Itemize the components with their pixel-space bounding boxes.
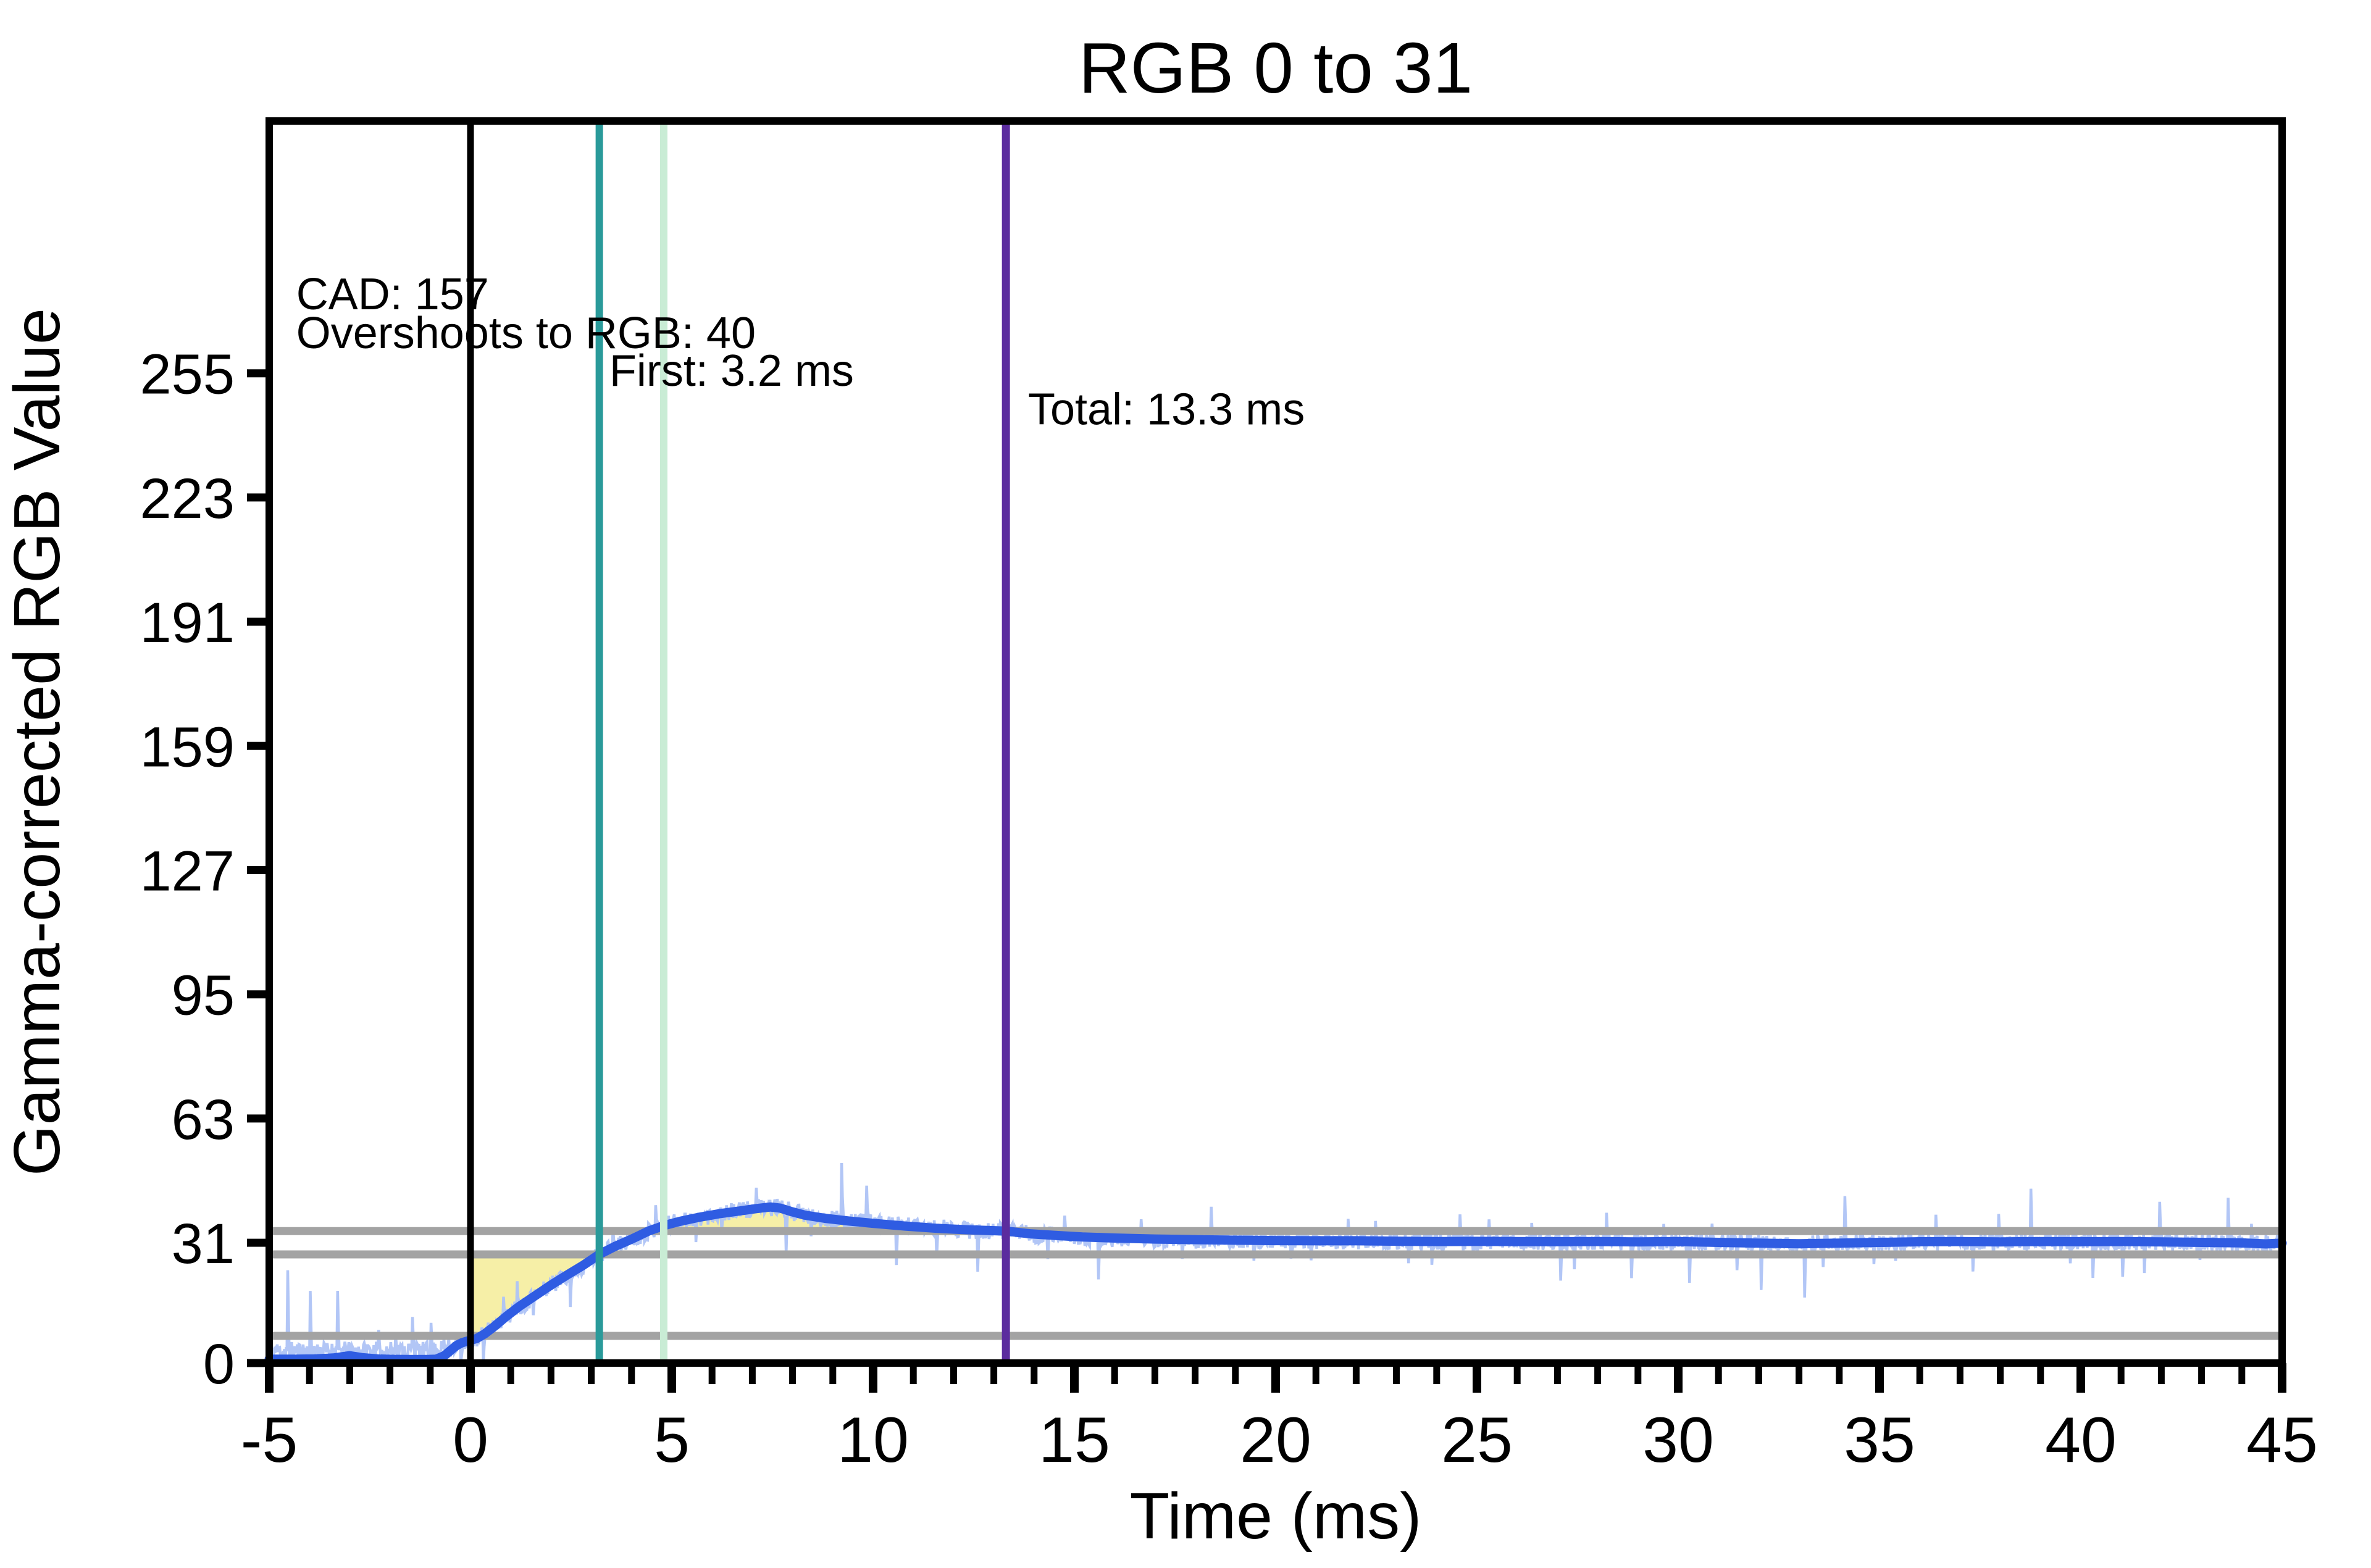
response-curve-layer xyxy=(264,1202,2287,1364)
x-tick-label: 45 xyxy=(2246,1404,2318,1476)
y-axis-title: Gamma-corrected RGB Value xyxy=(1,308,73,1176)
annotation-first: First: 3.2 ms xyxy=(609,346,854,396)
y-tick-label: 255 xyxy=(140,343,235,406)
x-tick-label: 0 xyxy=(453,1404,488,1476)
y-tick-label: 127 xyxy=(140,840,235,903)
plot-frame xyxy=(266,117,2286,1367)
x-tick-label: 40 xyxy=(2045,1404,2117,1476)
y-tick-label: 95 xyxy=(172,964,235,1027)
y-tick-label: 223 xyxy=(140,467,235,530)
x-tick-label: 10 xyxy=(837,1404,909,1476)
annotation-total: Total: 13.3 ms xyxy=(1028,385,1305,435)
x-tick-label: 15 xyxy=(1039,1404,1110,1476)
y-tick-label: 63 xyxy=(172,1088,235,1151)
smoothed-response xyxy=(264,1202,2287,1364)
y-tick-label: 0 xyxy=(203,1333,235,1396)
y-tick-label: 31 xyxy=(172,1212,235,1275)
x-tick-label: 25 xyxy=(1441,1404,1513,1476)
marker-lines-layer xyxy=(467,121,1010,1363)
x-tick-label: 5 xyxy=(654,1404,690,1476)
x-tick-label: 30 xyxy=(1642,1404,1714,1476)
annotation-cad: CAD: 157 xyxy=(296,270,489,319)
chart-title: RGB 0 to 31 xyxy=(1079,28,1473,108)
y-tick-label: 191 xyxy=(140,591,235,654)
annotation-overshoot: Overshoots to RGB: 40 xyxy=(296,309,756,358)
x-axis-title: Time (ms) xyxy=(1130,1480,1422,1553)
y-tick-label: 159 xyxy=(140,715,235,778)
x-tick-label: 35 xyxy=(1844,1404,1915,1476)
x-tick-label: 20 xyxy=(1240,1404,1311,1476)
x-tick-label: -5 xyxy=(241,1404,298,1476)
